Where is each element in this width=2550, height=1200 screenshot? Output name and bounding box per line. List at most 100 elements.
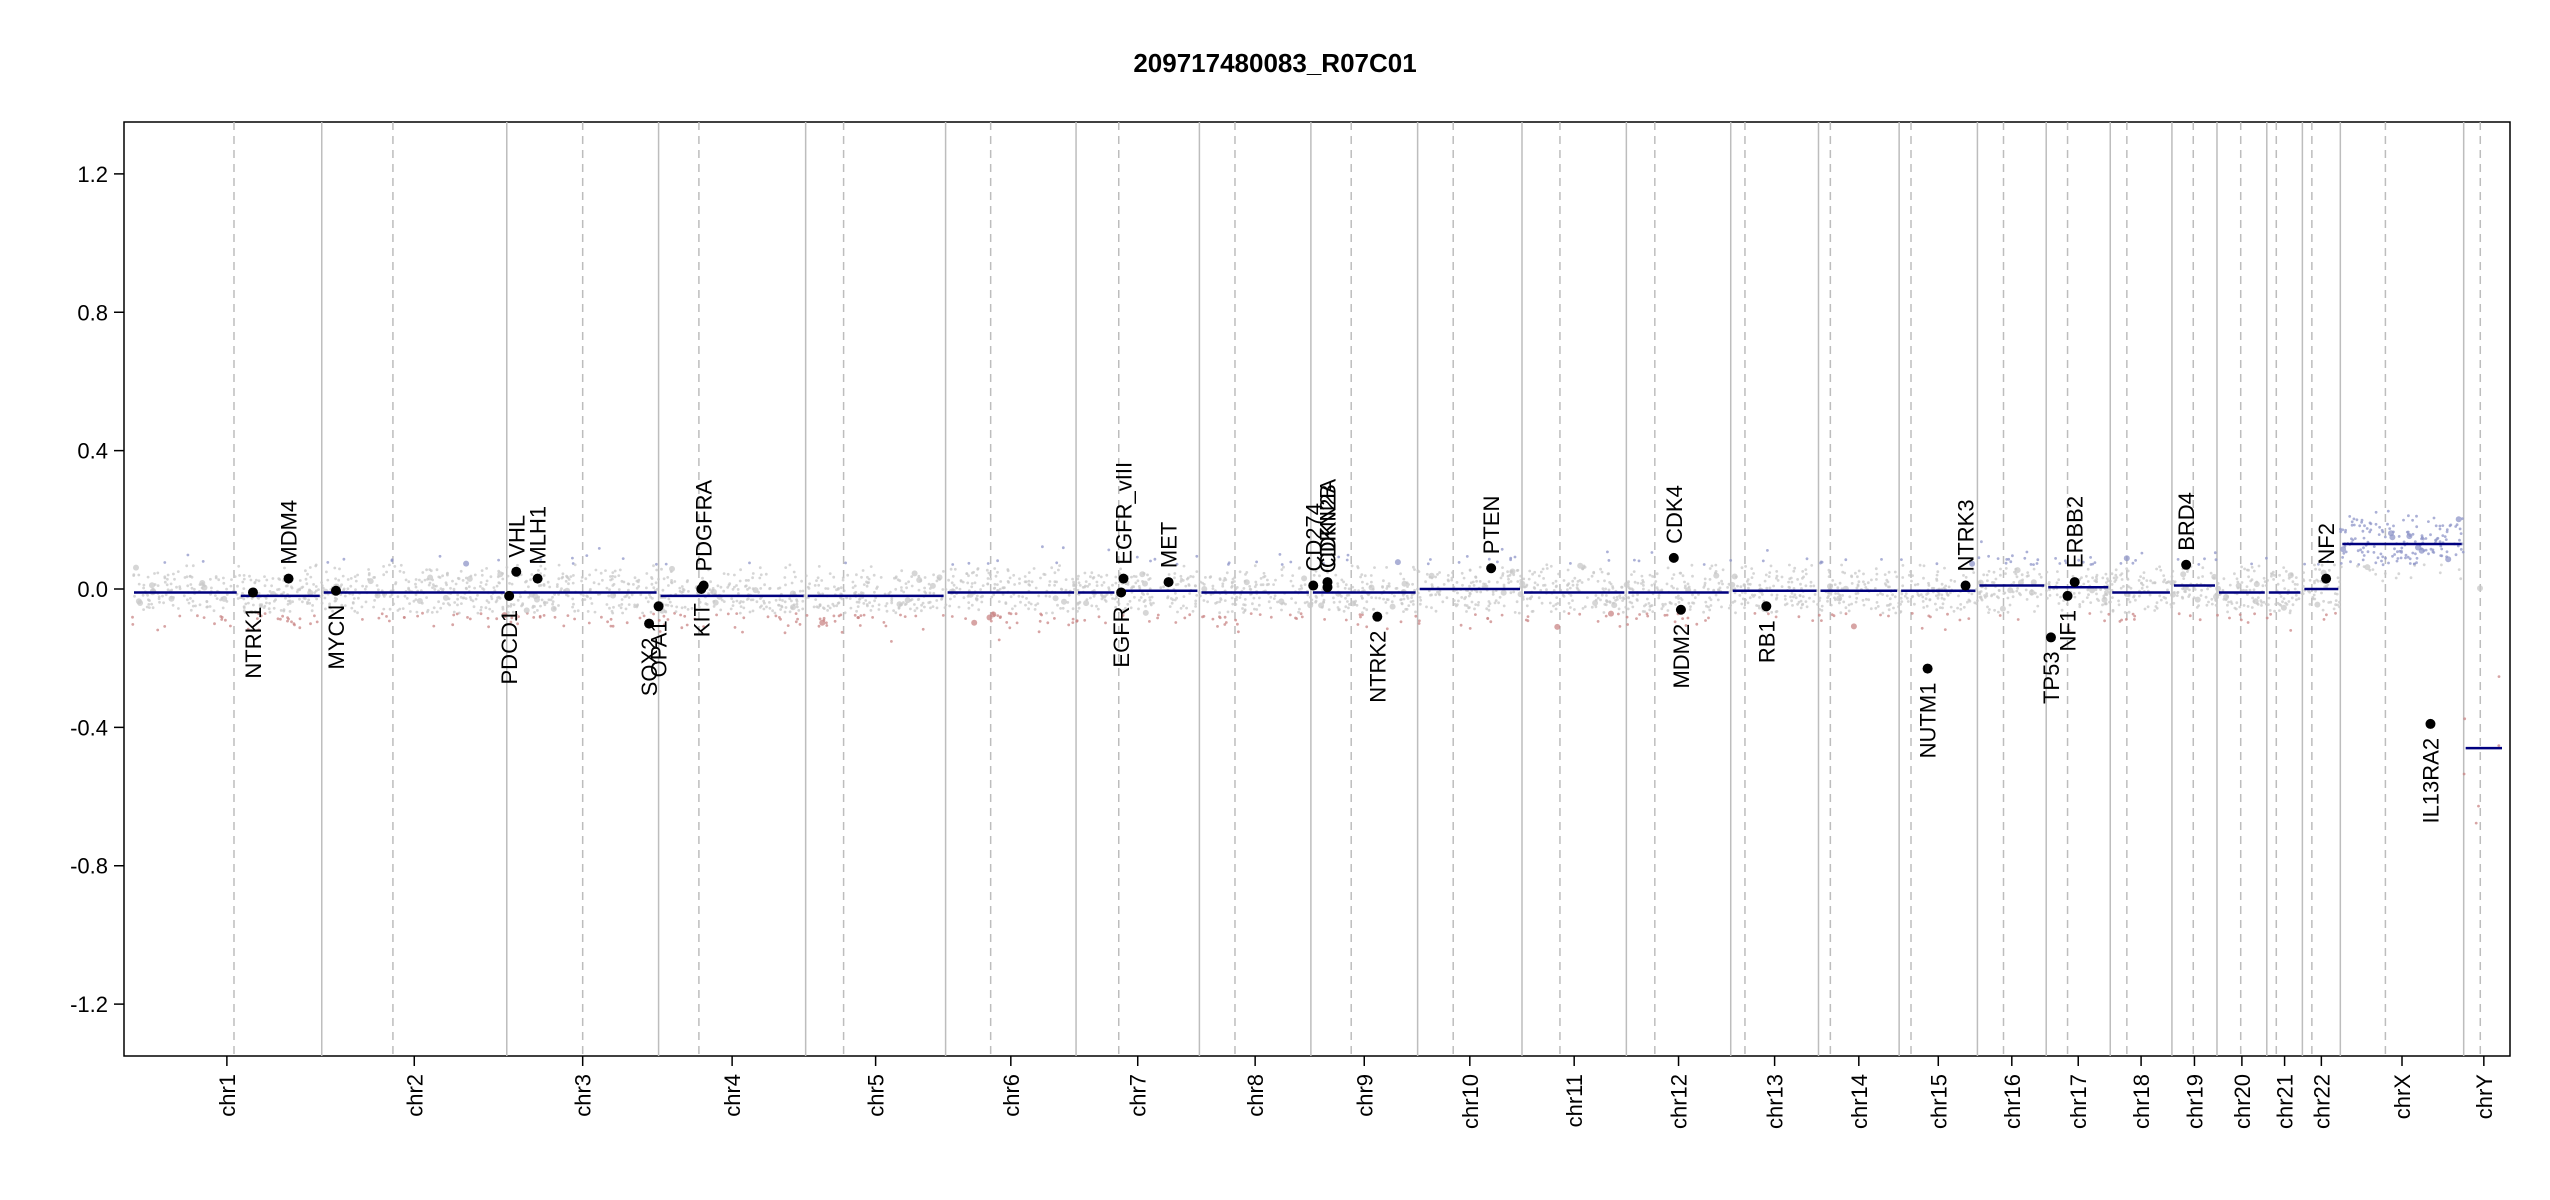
probe-point [1949, 605, 1953, 609]
probe-point [1282, 565, 1285, 569]
probe-point [308, 566, 312, 569]
gene-label: BRD4 [2174, 492, 2199, 551]
probe-point [1790, 599, 1793, 603]
probe-point [733, 626, 737, 629]
probe-point [2095, 573, 2099, 577]
probe-point [484, 583, 488, 586]
probe-point [996, 614, 1000, 617]
probe-point [814, 598, 818, 601]
probe-point [1966, 600, 1969, 604]
probe-point [779, 608, 782, 611]
probe-point [865, 584, 869, 588]
probe-point [2364, 564, 2371, 571]
probe-point [808, 582, 811, 586]
probe-point [2128, 600, 2132, 604]
probe-point [1935, 562, 1939, 566]
probe-point [2127, 598, 2130, 601]
probe-point [252, 603, 255, 607]
probe-point [1044, 594, 1048, 598]
probe-point [1483, 585, 1487, 588]
probe-point [1761, 559, 1765, 563]
probe-point [1953, 580, 1957, 583]
probe-point [1621, 610, 1625, 614]
probe-point [1556, 602, 1560, 605]
probe-point [512, 603, 516, 607]
probe-point [1964, 575, 1968, 579]
probe-point [1672, 586, 1675, 590]
probe-point [1067, 593, 1071, 597]
probe-point [2427, 520, 2430, 523]
probe-point [565, 593, 568, 597]
probe-point [798, 623, 802, 626]
probe-point [1936, 570, 1940, 574]
probe-point [221, 595, 228, 602]
probe-point [730, 597, 734, 601]
probe-point [2326, 560, 2330, 563]
probe-point [1211, 587, 1215, 590]
probe-point [416, 598, 423, 604]
probe-point [2235, 582, 2242, 589]
gene-point [1372, 611, 1383, 622]
gene-label: SOX2 [637, 638, 662, 697]
probe-point [407, 580, 411, 584]
probe-point [690, 607, 694, 610]
probe-point [1999, 605, 2006, 612]
probe-point [480, 569, 484, 572]
gene-point [532, 573, 543, 584]
probe-point [2329, 600, 2333, 604]
probe-point [1078, 584, 1082, 587]
probe-point [1431, 585, 1434, 589]
probe-point [523, 607, 530, 614]
probe-point [1137, 607, 1140, 611]
probe-point [166, 577, 169, 581]
probe-point [1083, 618, 1087, 622]
probe-point [742, 616, 746, 620]
probe-point [1245, 571, 1249, 574]
probe-point [2082, 582, 2086, 586]
probe-point [1677, 594, 1680, 598]
probe-point [1744, 598, 1747, 602]
probe-point [249, 578, 253, 582]
probe-point [2356, 549, 2360, 553]
probe-point [2047, 582, 2051, 586]
probe-point [2455, 516, 2462, 523]
probe-point [439, 606, 443, 610]
probe-point [1071, 617, 1075, 621]
probe-point [1729, 581, 1736, 588]
probe-point [571, 556, 574, 560]
probe-point [205, 600, 209, 604]
probe-point [1903, 594, 1907, 598]
probe-point [492, 586, 496, 589]
probe-point [1569, 606, 1572, 609]
probe-point [1175, 596, 1178, 600]
probe-point [1833, 583, 1837, 586]
probe-point [505, 566, 509, 569]
probe-point [1194, 602, 1197, 606]
probe-point [1121, 614, 1125, 617]
probe-point [158, 600, 161, 604]
probe-point [1549, 610, 1553, 613]
probe-point [2246, 593, 2249, 596]
probe-point [1195, 570, 1199, 573]
probe-point [1496, 560, 1499, 564]
probe-point [795, 598, 798, 602]
probe-point [855, 573, 858, 577]
probe-point [305, 582, 309, 586]
probe-point [2250, 565, 2254, 569]
probe-point [364, 600, 368, 604]
probe-point [649, 595, 652, 599]
probe-point [2127, 610, 2131, 614]
probe-point [1385, 566, 1388, 569]
probe-point [1818, 599, 1821, 602]
probe-point [2411, 551, 2415, 555]
probe-point [1224, 621, 1228, 624]
probe-point [2109, 579, 2112, 583]
probe-point [1901, 584, 1905, 588]
probe-point [1102, 581, 1106, 584]
probe-point [1617, 612, 1620, 616]
probe-point [1460, 571, 1464, 575]
probe-point [2011, 590, 2015, 594]
probe-point [1999, 567, 2002, 571]
probe-point [279, 617, 282, 621]
probe-point [2073, 595, 2077, 599]
